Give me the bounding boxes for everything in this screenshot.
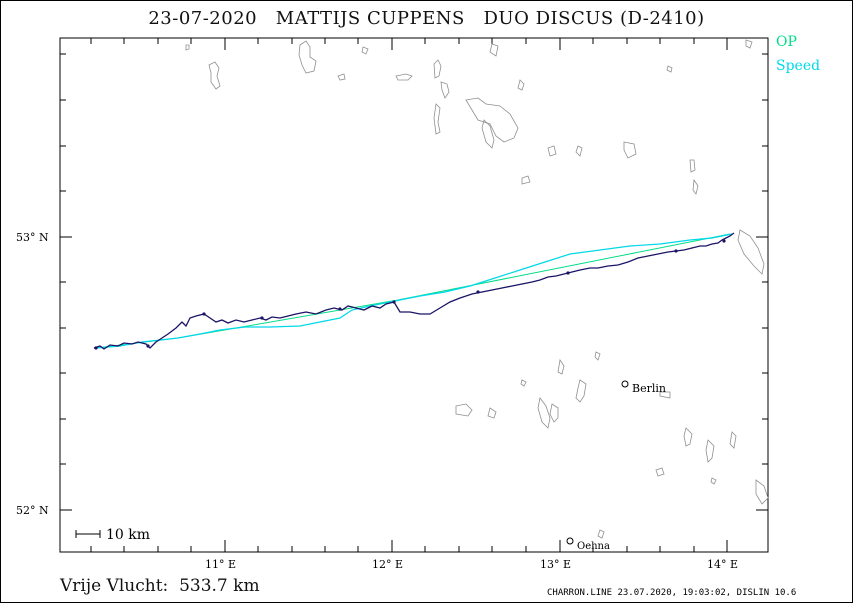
berlin-marker [621,380,629,388]
lon-label-11: 11° E [205,558,236,571]
lon-label-13: 13° E [540,558,571,571]
lat-label-52: 52° N [16,504,49,517]
oehna-marker [566,537,574,545]
map-title: 23-07-2020 MATTIJS CUPPENS DUO DISCUS (D… [148,8,705,29]
op-route-line [95,233,731,349]
distance-label: Vrije Vlucht: 533.7 km [60,576,260,596]
scale-bar [75,530,101,538]
lon-label-14: 14° E [707,558,738,571]
legend-speed: Speed [776,58,821,74]
place-berlin: Berlin [632,382,666,395]
lat-label-53: 53° N [16,231,49,244]
credit-line: CHARRON.LINE 23.07.2020, 19:03:02, DISLI… [547,588,797,598]
scale-bar-label: 10 km [106,527,150,543]
flight-track-line [93,232,735,350]
lon-ticks [90,38,728,552]
place-oehna: Oehna [577,541,610,552]
map-plot-area [59,37,769,553]
lat-ticks [60,53,768,511]
lon-label-12: 12° E [372,558,403,571]
legend-op: OP [776,34,797,50]
speed-track-line [95,233,733,349]
track-fixes [94,239,726,350]
lakes [185,39,769,539]
